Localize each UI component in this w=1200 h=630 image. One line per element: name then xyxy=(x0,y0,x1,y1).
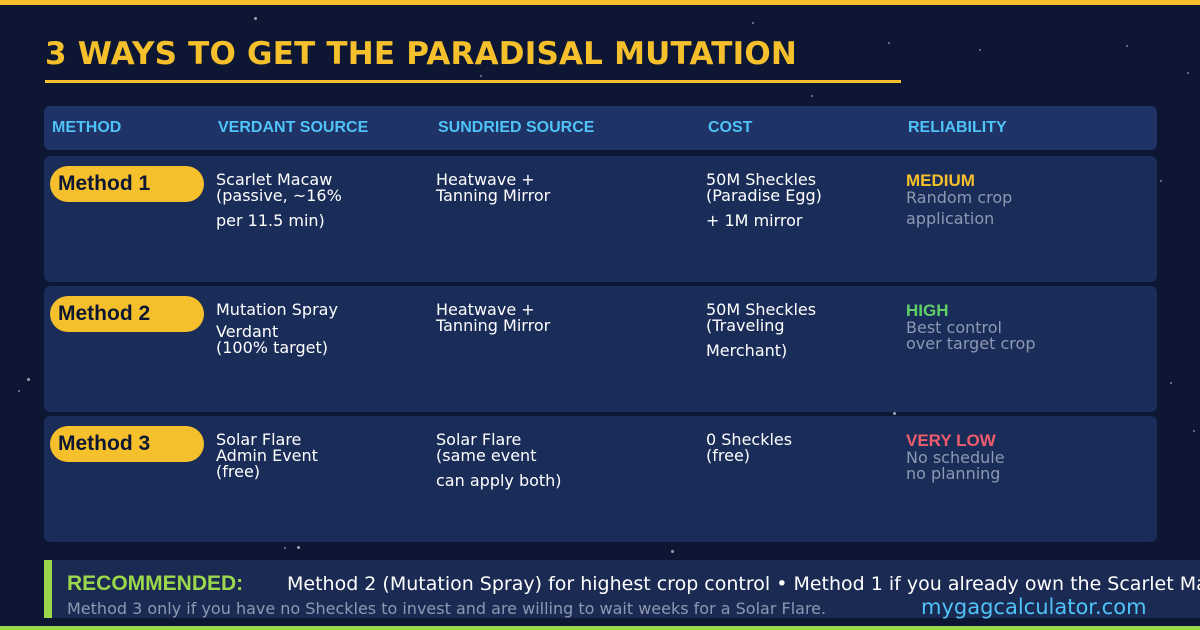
verdant-source-cell: Solar Flare Admin Event (free) xyxy=(216,430,318,481)
cost-cell: 50M Sheckles (Paradise Egg) + 1M mirror xyxy=(706,170,822,230)
table-row: Method 3 Solar Flare Admin Event (free) … xyxy=(44,416,1157,542)
recommendation-banner: RECOMMENDED: Method 2 (Mutation Spray) f… xyxy=(44,560,1200,618)
reliability-cell: HIGH Best control over target crop xyxy=(906,301,1036,353)
column-header-reliability: RELIABILITY xyxy=(908,119,1007,136)
cost-cell: 0 Sheckles (free) xyxy=(706,430,793,465)
reliability-level: VERY LOW xyxy=(906,431,996,450)
column-header-sundried: SUNDRIED SOURCE xyxy=(438,119,595,136)
reliability-cell: VERY LOW No schedule no planning xyxy=(906,431,1005,483)
table-row: Method 2 Mutation Spray Verdant (100% ta… xyxy=(44,286,1157,412)
bottom-accent-bar xyxy=(0,626,1200,630)
table-row: Method 1 Scarlet Macaw (passive, ~16% pe… xyxy=(44,156,1157,282)
sundried-source-cell: Heatwave + Tanning Mirror xyxy=(436,170,551,205)
method-badge: Method 3 xyxy=(50,426,204,462)
page-title: 3 WAYS TO GET THE PARADISAL MUTATION xyxy=(45,36,798,72)
table-header: METHOD VERDANT SOURCE SUNDRIED SOURCE CO… xyxy=(44,106,1157,150)
column-header-method: METHOD xyxy=(52,119,122,136)
recommendation-subtext: Method 3 only if you have no Sheckles to… xyxy=(67,599,827,618)
method-badge: Method 2 xyxy=(50,296,204,332)
sundried-source-cell: Solar Flare (same event can apply both) xyxy=(436,430,562,490)
title-underline xyxy=(45,80,901,83)
reliability-level: HIGH xyxy=(906,301,949,320)
method-badge: Method 1 xyxy=(50,166,204,202)
recommendation-accent-bar xyxy=(44,560,52,618)
reliability-level: MEDIUM xyxy=(906,171,975,190)
reliability-cell: MEDIUM Random crop application xyxy=(906,171,1013,228)
sundried-source-cell: Heatwave + Tanning Mirror xyxy=(436,300,551,335)
recommendation-text: Method 2 (Mutation Spray) for highest cr… xyxy=(287,573,1200,595)
column-header-cost: COST xyxy=(708,119,753,136)
top-accent-bar xyxy=(0,0,1200,5)
recommendation-label: RECOMMENDED: xyxy=(67,572,244,595)
verdant-source-cell: Scarlet Macaw (passive, ~16% per 11.5 mi… xyxy=(216,170,342,230)
cost-cell: 50M Sheckles (Traveling Merchant) xyxy=(706,300,817,360)
site-link[interactable]: mygagcalculator.com xyxy=(921,595,1147,619)
verdant-source-cell: Mutation Spray Verdant (100% target) xyxy=(216,300,338,357)
column-header-verdant: VERDANT SOURCE xyxy=(218,119,369,136)
